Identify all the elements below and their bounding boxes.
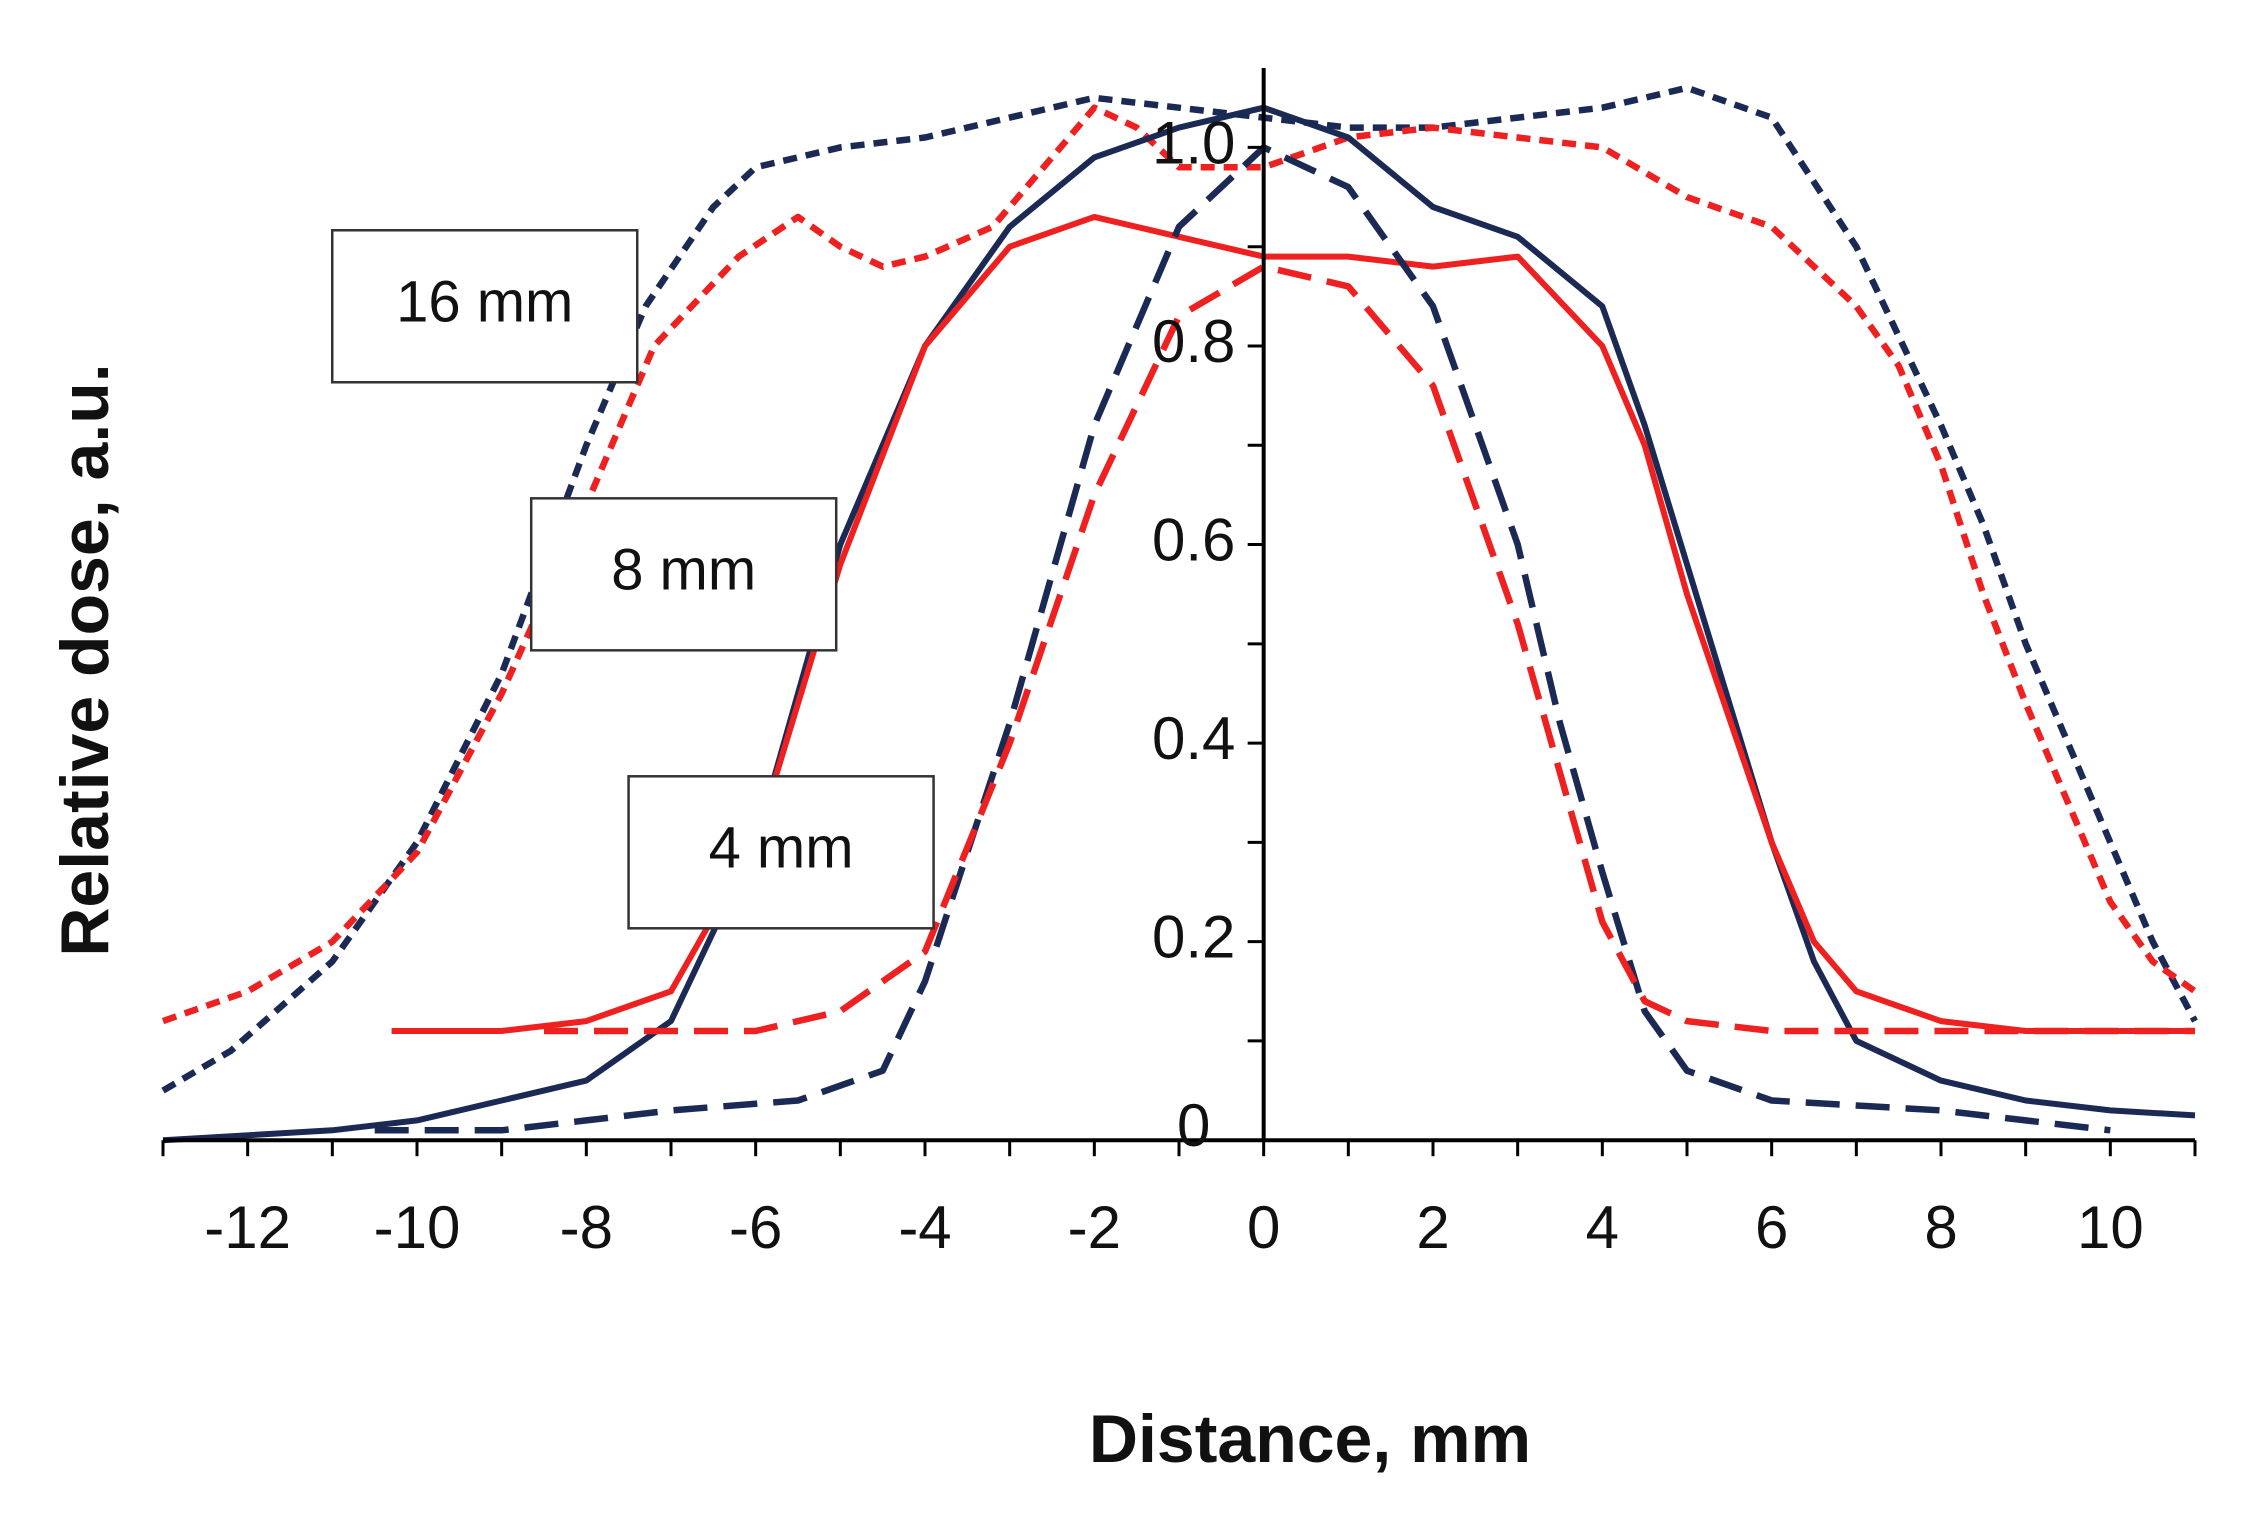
y-tick-label: 0.4 xyxy=(1152,705,1235,772)
annotation-frame xyxy=(627,775,935,930)
x-tick-label: -2 xyxy=(1068,1194,1121,1261)
series-line-5 xyxy=(374,144,2111,1134)
x-tick-label: 10 xyxy=(2077,1194,2144,1261)
x-tick-label: 6 xyxy=(1755,1194,1788,1261)
annotation-box-3: 4 mm xyxy=(627,775,935,930)
annotations-layer: 16 mm 8 mm 4 mm xyxy=(330,229,935,930)
annotation-box-2: 8 mm xyxy=(529,497,838,652)
series-line-2 xyxy=(161,104,2197,1025)
y-axis-title: Relative dose, a.u. xyxy=(47,363,123,956)
x-tick-label: -4 xyxy=(898,1194,951,1261)
annotation-label: 4 mm xyxy=(709,816,854,881)
series-line-3 xyxy=(162,104,2196,1144)
x-axis-title: Distance, mm xyxy=(1089,1401,1531,1477)
axes-layer: -12 -10 -8 -6 -4 -2 0 2 4 6 8 10 0 0.2 0.4 0.6 0.8 1.0 xyxy=(161,68,2197,1261)
y-tick-label: 0.2 xyxy=(1152,904,1235,971)
x-tick-label: 0 xyxy=(1247,1194,1280,1261)
annotation-frame xyxy=(330,229,639,384)
annotation-box-1: 16 mm xyxy=(330,229,639,384)
x-tick-label: 8 xyxy=(1924,1194,1957,1261)
x-tick-label: -6 xyxy=(729,1194,782,1261)
series-line-6 xyxy=(544,263,2195,1035)
annotation-label: 8 mm xyxy=(611,538,756,603)
y-tick-label: 1.0 xyxy=(1152,109,1235,176)
x-tick-label: -12 xyxy=(204,1194,291,1261)
x-tick-label: 2 xyxy=(1416,1194,1449,1261)
annotation-label: 16 mm xyxy=(396,270,573,335)
y-tick-label: 0.8 xyxy=(1152,308,1235,375)
x-tick-label: -8 xyxy=(560,1194,613,1261)
x-tick-label: 4 xyxy=(1586,1194,1619,1261)
annotation-frame xyxy=(529,497,838,652)
y-tick-label: 0.6 xyxy=(1152,506,1235,573)
x-tick-label: -10 xyxy=(374,1194,461,1261)
y-tick-label: 0 xyxy=(1177,1092,1210,1159)
